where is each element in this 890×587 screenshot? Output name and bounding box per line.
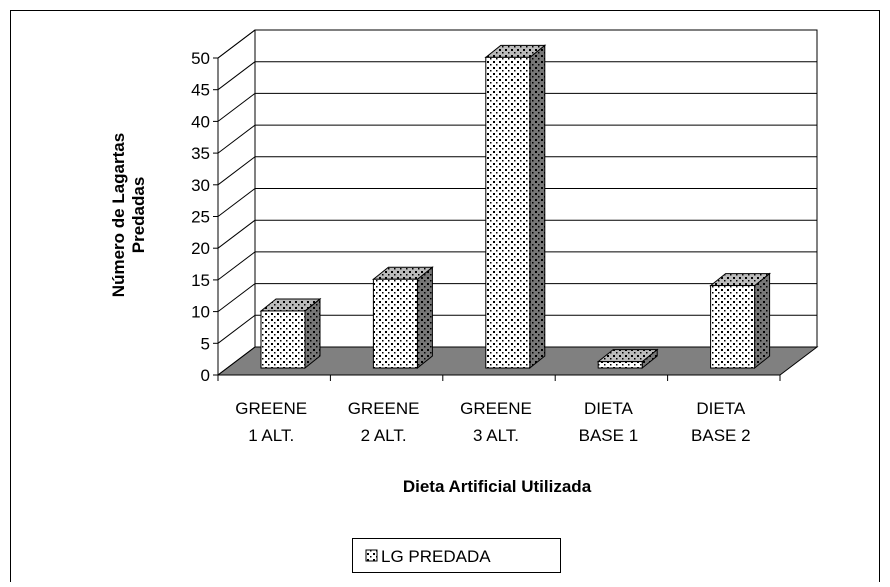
grid-line	[217, 219, 256, 249]
bar	[260, 310, 306, 369]
grid-line	[217, 124, 256, 154]
grid-line	[217, 61, 256, 91]
x-axis-title: Dieta Artificial Utilizada	[403, 477, 592, 496]
x-tick-label: GREENE	[460, 399, 532, 418]
y-tick-label: 10	[191, 303, 210, 322]
grid-line	[217, 346, 256, 376]
x-tick-label: 3 ALT.	[473, 426, 519, 445]
bar-side	[416, 266, 433, 370]
bar-side	[529, 44, 546, 370]
x-tick-label: 1 ALT.	[248, 426, 294, 445]
y-tick-label: 45	[191, 81, 210, 100]
x-tick-label: 2 ALT.	[361, 426, 407, 445]
grid-line	[217, 156, 256, 186]
bar	[710, 285, 756, 369]
x-tick-label: BASE 2	[691, 426, 751, 445]
y-tick-label: 30	[191, 176, 210, 195]
grid-line	[217, 251, 256, 281]
bar	[485, 56, 531, 369]
y-tick-label: 40	[191, 112, 210, 131]
grid-line	[217, 314, 256, 344]
left-wall-top	[217, 29, 256, 59]
y-tick-label: 35	[191, 144, 210, 163]
x-tick-label: BASE 1	[579, 426, 639, 445]
y-tick-label: 20	[191, 239, 210, 258]
x-tick-label: GREENE	[235, 399, 307, 418]
y-tick-label: 0	[201, 366, 210, 385]
bar-side	[754, 272, 771, 370]
bar	[372, 278, 418, 369]
legend-swatch	[365, 549, 378, 562]
legend-label: LG PREDADA	[381, 547, 491, 566]
y-axis-title: Número de Lagartas	[109, 133, 128, 297]
y-tick-label: 25	[191, 208, 210, 227]
x-tick-label: DIETA	[584, 399, 633, 418]
legend	[352, 538, 561, 573]
grid-line	[217, 93, 256, 122]
x-tick-label: DIETA	[696, 399, 745, 418]
y-tick-label: 5	[201, 334, 210, 353]
grid-line	[217, 283, 256, 312]
y-tick-label: 15	[191, 271, 210, 290]
grid-line	[217, 188, 256, 217]
x-tick-label: GREENE	[348, 399, 420, 418]
bar	[597, 361, 643, 369]
y-axis-title: Predadas	[129, 177, 148, 254]
y-tick-label: 50	[191, 49, 210, 68]
